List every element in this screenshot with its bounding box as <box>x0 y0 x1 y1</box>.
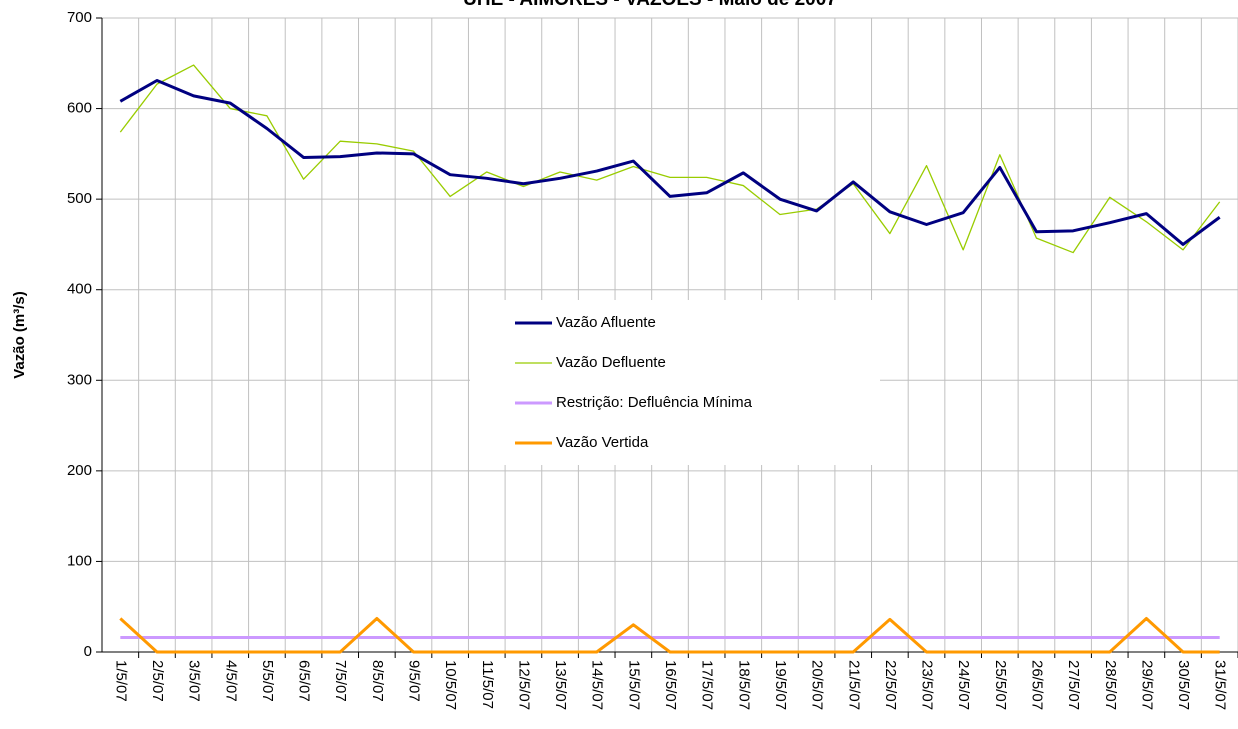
y-tick-label: 300 <box>67 371 92 388</box>
y-tick-label: 600 <box>67 100 92 117</box>
x-tick-label: 19/5/07 <box>772 660 789 710</box>
x-tick-label: 23/5/07 <box>919 660 936 710</box>
y-tick-label: 700 <box>67 9 92 26</box>
x-tick-label: 10/5/07 <box>442 660 459 710</box>
x-tick-label: 29/5/07 <box>1138 660 1155 710</box>
x-tick-label: 16/5/07 <box>662 660 679 710</box>
legend-label: Restrição: Defluência Mínima <box>556 394 753 411</box>
x-tick-label: 14/5/07 <box>589 660 606 710</box>
y-tick-label: 400 <box>67 281 92 298</box>
x-tick-label: 31/5/07 <box>1212 660 1229 710</box>
x-tick-label: 12/5/07 <box>515 660 532 710</box>
x-tick-label: 2/5/07 <box>149 660 166 702</box>
series-line <box>119 78 1221 246</box>
x-tick-label: 20/5/07 <box>809 660 826 710</box>
x-tick-label: 7/5/07 <box>332 660 349 702</box>
x-tick-label: 11/5/07 <box>479 660 496 709</box>
legend-box <box>470 300 880 465</box>
series-line <box>119 64 1221 254</box>
x-tick-label: 21/5/07 <box>845 660 862 710</box>
x-tick-label: 8/5/07 <box>369 660 386 702</box>
x-tick-label: 30/5/07 <box>1175 660 1192 710</box>
y-tick-label: 100 <box>67 552 92 569</box>
x-tick-label: 27/5/07 <box>1065 660 1082 710</box>
x-tick-label: 4/5/07 <box>222 660 239 702</box>
x-tick-label: 6/5/07 <box>296 660 313 702</box>
x-tick-label: 24/5/07 <box>955 660 972 710</box>
y-tick-label: 0 <box>84 643 92 660</box>
x-tick-label: 17/5/07 <box>699 660 716 710</box>
y-axis-title: Vazão (m³/s) <box>11 291 28 379</box>
x-tick-label: 15/5/07 <box>625 660 642 710</box>
x-tick-label: 3/5/07 <box>186 660 203 702</box>
series-line <box>119 616 1220 654</box>
x-tick-label: 13/5/07 <box>552 660 569 710</box>
x-tick-label: 22/5/07 <box>882 660 899 710</box>
x-tick-label: 25/5/07 <box>992 660 1009 710</box>
x-tick-label: 5/5/07 <box>259 660 276 702</box>
x-tick-label: 28/5/07 <box>1102 660 1119 710</box>
chart-title: UHE - AIMORÉS - VAZÕES - Maio de 2007 <box>463 0 837 10</box>
legend-label: Vazão Vertida <box>556 434 649 451</box>
y-tick-label: 500 <box>67 190 92 207</box>
y-tick-label: 200 <box>67 462 92 479</box>
x-tick-label: 18/5/07 <box>735 660 752 710</box>
x-tick-label: 9/5/07 <box>406 660 423 702</box>
legend-label: Vazão Defluente <box>556 354 666 371</box>
x-tick-label: 26/5/07 <box>1028 660 1045 710</box>
x-tick-label: 1/5/07 <box>112 660 129 702</box>
legend-label: Vazão Afluente <box>556 314 656 331</box>
